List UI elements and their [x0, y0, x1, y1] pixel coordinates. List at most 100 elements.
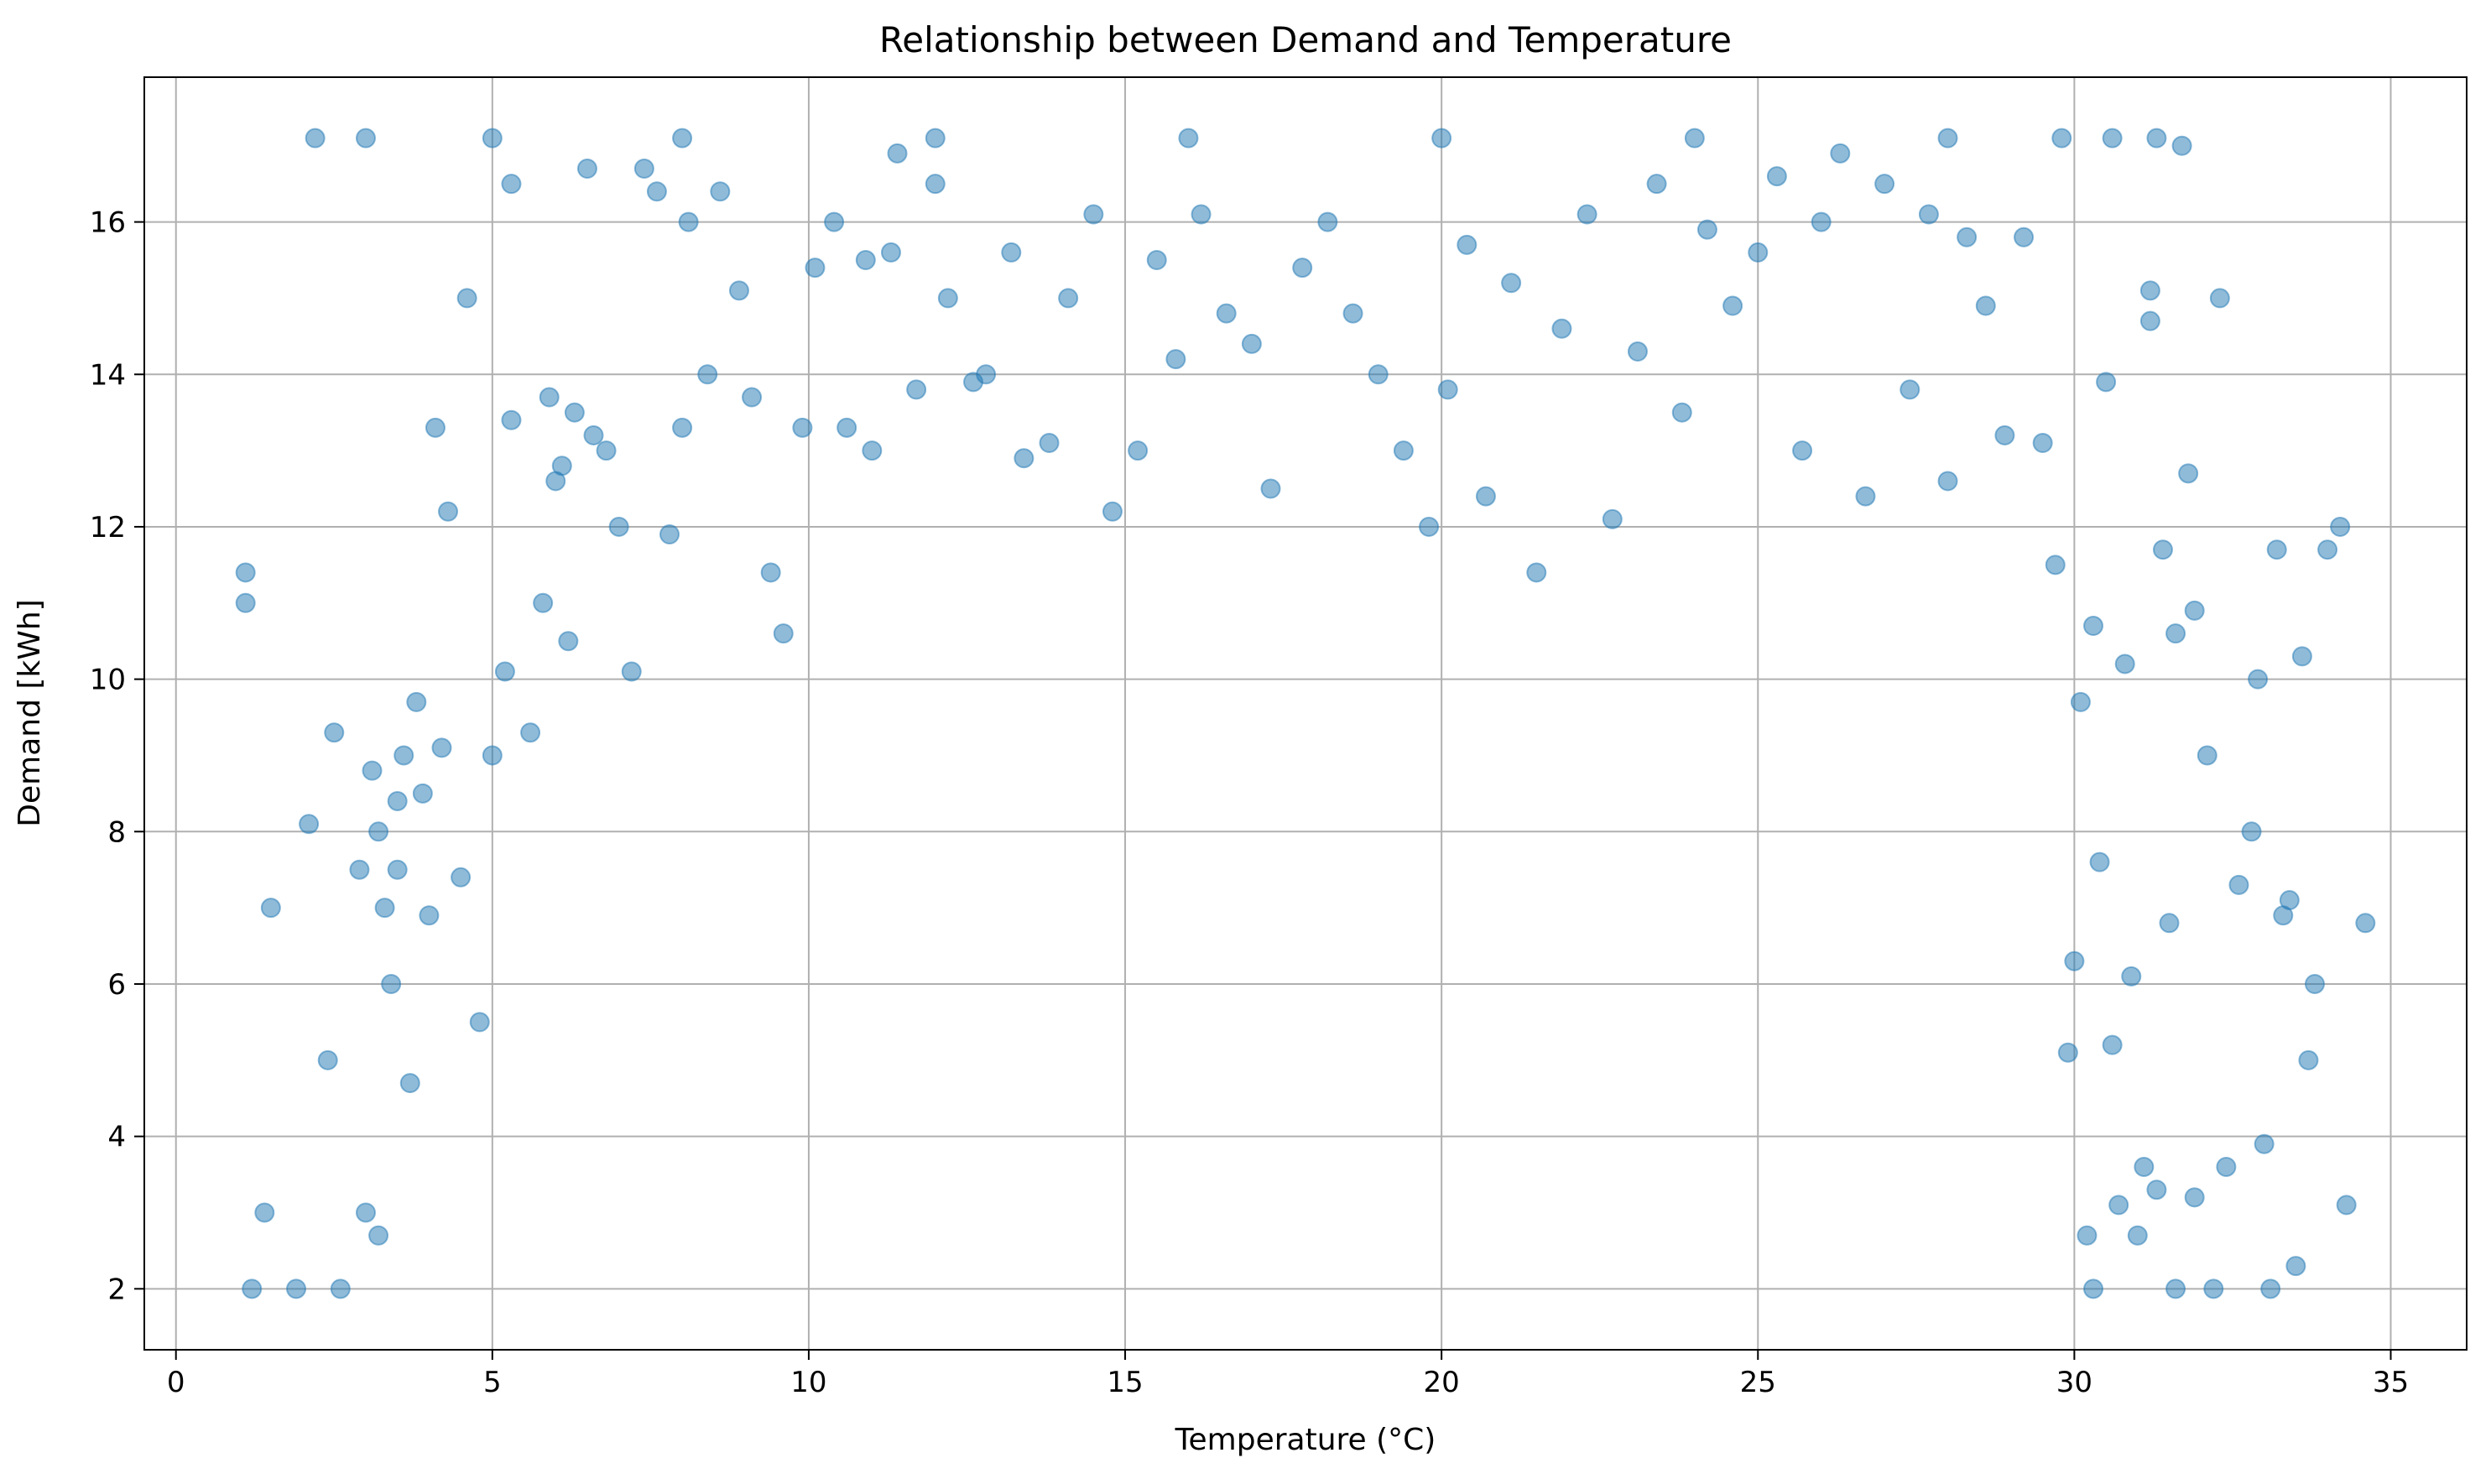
scatter-point: [1191, 204, 1212, 225]
scatter-point: [2171, 135, 2192, 156]
scatter-point: [324, 722, 345, 743]
scatter-point: [1317, 211, 1338, 232]
scatter-point: [824, 211, 845, 232]
scatter-point: [2298, 1049, 2319, 1070]
scatter-point: [855, 250, 876, 271]
scatter-point: [710, 181, 731, 202]
scatter-point: [1957, 227, 1978, 247]
scatter-point: [1722, 295, 1743, 316]
scatter-point: [235, 592, 256, 613]
scatter-point: [412, 783, 433, 804]
scatter-point: [1001, 242, 1022, 263]
scatter-point: [317, 1049, 338, 1070]
scatter-point: [1627, 341, 1648, 362]
scatter-point: [2114, 653, 2135, 674]
scatter-point: [1855, 486, 1876, 507]
scatter-point: [330, 1278, 351, 1299]
scatter-point: [678, 211, 699, 232]
scatter-point: [406, 691, 427, 712]
scatter-point: [1900, 379, 1920, 400]
scatter-point: [381, 973, 402, 994]
y-axis-ticks: 2 4 6 8 10 12 14 16: [90, 206, 144, 1306]
scatter-point: [349, 859, 370, 880]
scatter-point: [2108, 1195, 2129, 1216]
scatter-point: [2102, 128, 2123, 148]
scatter-point: [1368, 364, 1389, 385]
scatter-point: [1431, 128, 1452, 148]
plot-area-frame: [143, 76, 2468, 1351]
scatter-point: [2127, 1225, 2148, 1246]
scatter-point: [299, 814, 320, 835]
scatter-point: [1241, 333, 1262, 354]
scatter-point: [2159, 913, 2180, 934]
scatter-point: [2134, 1156, 2155, 1177]
scatter-point: [387, 859, 408, 880]
scatter-point: [1178, 128, 1199, 148]
scatter-point: [925, 174, 946, 195]
scatter-point: [2260, 1278, 2281, 1299]
scatter-point: [1457, 234, 1477, 255]
scatter-point: [2083, 616, 2104, 637]
scatter-point: [469, 1012, 490, 1033]
scatter-point: [1994, 424, 2015, 445]
scatter-point: [2285, 1256, 2306, 1277]
scatter-point: [1128, 440, 1149, 461]
scatter-point: [419, 905, 440, 926]
scatter-point: [374, 898, 395, 919]
chart-title: Relationship between Demand and Temperat…: [879, 19, 1732, 60]
scatter-point: [596, 440, 617, 461]
scatter-point: [2077, 1225, 2098, 1246]
scatter-point: [1748, 242, 1769, 263]
scatter-point: [1216, 303, 1237, 324]
scatter-point: [2146, 1179, 2167, 1200]
scatter-point: [2178, 463, 2199, 484]
scatter-point: [672, 128, 693, 148]
scatter-point: [254, 1202, 275, 1223]
scatter-point: [1696, 219, 1717, 240]
scatter-point: [1766, 166, 1787, 187]
scatter-point: [697, 364, 718, 385]
scatter-point: [1937, 471, 1958, 492]
scatter-point: [501, 174, 522, 195]
scatter-point: [633, 159, 654, 180]
scatter-point: [539, 387, 560, 408]
scatter-point: [1792, 440, 1813, 461]
scatter-point: [2266, 539, 2287, 560]
scatter-point: [1551, 318, 1572, 339]
scatter-point: [2355, 913, 2376, 934]
scatter-point: [2121, 966, 2142, 987]
scatter-point: [393, 745, 414, 766]
scatter-point: [2317, 539, 2338, 560]
scatter-point: [1671, 402, 1692, 423]
scatter-point: [235, 562, 256, 583]
scatter-point: [2241, 821, 2262, 842]
scatter-point: [2146, 128, 2167, 148]
scatter-point: [2070, 691, 2091, 712]
scatter-point: [742, 387, 763, 408]
scatter-point: [1419, 516, 1440, 537]
scatter-point: [1576, 204, 1597, 225]
scatter-point: [1292, 258, 1313, 279]
y-tick-label: 2: [107, 1273, 126, 1306]
scatter-point: [1526, 562, 1547, 583]
scatter-point: [976, 364, 997, 385]
scatter-point: [494, 661, 515, 682]
scatter-point: [1083, 204, 1104, 225]
scatter-point: [2209, 288, 2230, 309]
data-points: [235, 128, 2376, 1299]
scatter-point: [387, 790, 408, 811]
scatter-point: [2032, 433, 2053, 454]
scatter-point: [608, 516, 629, 537]
y-tick-label: 16: [90, 206, 126, 240]
x-tick-label: 10: [790, 1366, 826, 1399]
scatter-point: [564, 402, 585, 423]
scatter-point: [1874, 174, 1895, 195]
x-tick-label: 15: [1107, 1366, 1143, 1399]
scatter-point: [2014, 227, 2035, 247]
scatter-point: [2248, 669, 2269, 690]
scatter-point: [1975, 295, 1996, 316]
y-tick-label: 10: [90, 664, 126, 697]
scatter-point: [773, 623, 794, 644]
